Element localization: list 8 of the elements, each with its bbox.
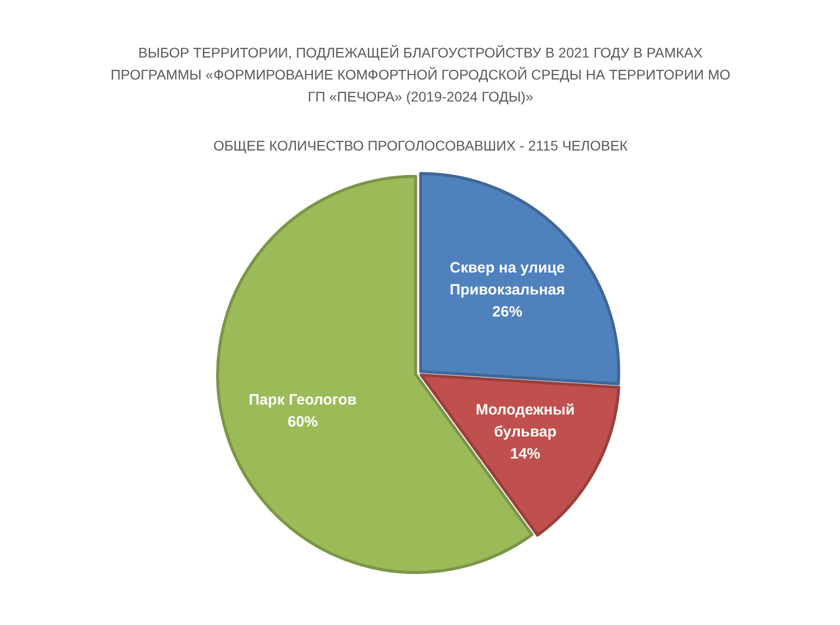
slice-label: Сквер на улице Привокзальная [450, 260, 565, 299]
chart-title: ВЫБОР ТЕРРИТОРИИ, ПОДЛЕЖАЩЕЙ БЛАГОУСТРОЙСТВУ В 2021 ГОДУ В РАМКАХ ПРОГРАММЫ «ФОРМИРОВАНИЕ КОМФОРТНОЙ ГОРОДСКОЙ СРЕДЫ НА ТЕРРИТОРИИ МО ГП «ПЕЧОРА» (2019-2024 ГОДЫ)» [110, 44, 730, 104]
chart-subtitle: ОБЩЕЕ КОЛИЧЕСТВО ПРОГОЛОСОВАВШИХ - 2115 ЧЕЛОВЕК [213, 138, 629, 154]
slice-label: Парк Геологов [248, 392, 357, 409]
slice-label: Молодежный бульвар [476, 402, 575, 441]
data-label: 60% [288, 414, 318, 431]
data-label: 14% [510, 446, 540, 463]
data-label: 26% [492, 304, 522, 321]
